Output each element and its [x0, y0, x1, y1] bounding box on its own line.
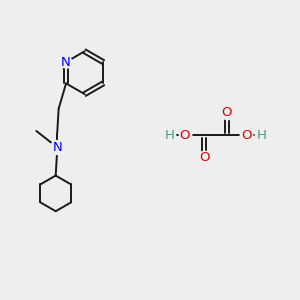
Text: H: H	[256, 129, 266, 142]
Text: N: N	[61, 56, 71, 68]
Text: O: O	[199, 151, 209, 164]
Text: O: O	[179, 129, 190, 142]
Text: O: O	[241, 129, 251, 142]
Text: H: H	[164, 129, 174, 142]
Text: O: O	[221, 106, 232, 119]
Text: N: N	[52, 141, 62, 154]
